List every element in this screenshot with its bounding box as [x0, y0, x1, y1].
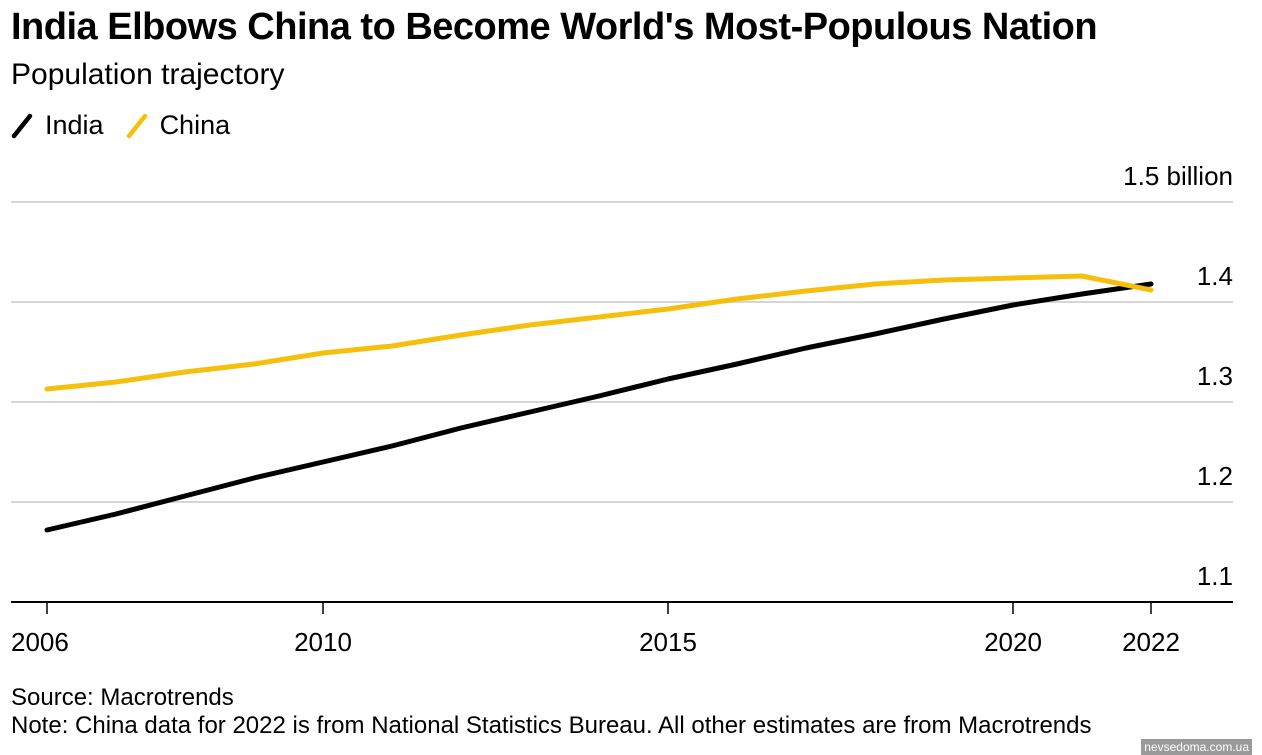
- x-tick-label: 2022: [1122, 627, 1180, 657]
- x-axis: 2006 2010 2015 2020 2022: [11, 601, 1233, 657]
- x-tick-label: 2015: [639, 627, 697, 657]
- legend-item-india: India: [11, 110, 104, 141]
- chart-subtitle: Population trajectory: [11, 58, 285, 91]
- footnote: Note: China data for 2022 is from Nation…: [11, 712, 1092, 739]
- legend-swatch-china-icon: [126, 113, 147, 138]
- legend-label-india: India: [45, 110, 104, 140]
- legend: India China: [11, 110, 252, 141]
- series-line-india: [44, 281, 1154, 533]
- series-line-china: [44, 273, 1154, 392]
- x-tick-label: 2006: [11, 627, 69, 657]
- y-tick-label: 1.1: [1197, 561, 1233, 591]
- series-lines: [44, 273, 1154, 533]
- y-tick-label: 1.5 billion: [1123, 161, 1233, 191]
- gridlines: [11, 201, 1233, 503]
- legend-swatch-india-icon: [11, 113, 33, 138]
- source-note: Source: Macrotrends: [11, 684, 234, 711]
- x-tick-label: 2020: [984, 627, 1042, 657]
- y-tick-label: 1.2: [1197, 461, 1233, 491]
- line-chart: 1.1 1.2 1.3 1.4 1.5 billion 2006 2010 2015 2020…: [11, 161, 1233, 657]
- y-axis-labels: 1.1 1.2 1.3 1.4 1.5 billion: [1123, 161, 1233, 591]
- y-tick-label: 1.3: [1197, 361, 1233, 391]
- legend-label-china: China: [159, 110, 231, 140]
- x-tick-label: 2010: [294, 627, 352, 657]
- chart-title: India Elbows China to Become World's Mos…: [11, 6, 1098, 48]
- watermark: nevsedoma.com.ua: [1141, 739, 1252, 755]
- legend-item-china: China: [126, 110, 231, 141]
- y-tick-label: 1.4: [1197, 261, 1233, 291]
